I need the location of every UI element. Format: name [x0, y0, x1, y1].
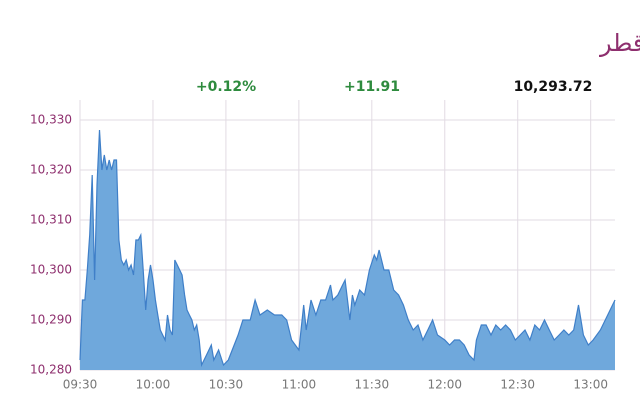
y-tick-label: 10,290	[30, 313, 72, 327]
y-tick-label: 10,330	[30, 113, 72, 127]
y-tick-label: 10,320	[30, 163, 72, 177]
x-tick-label: 12:00	[427, 378, 462, 392]
line	[79, 129, 616, 368]
y-tick-label: 10,300	[30, 263, 72, 277]
x-tick-label: 10:30	[209, 378, 244, 392]
x-tick-label: 11:00	[282, 378, 317, 392]
change-percent: +0.12%	[196, 79, 256, 95]
x-tick-label: 10:00	[136, 378, 171, 392]
index-value: 10,293.72	[514, 79, 593, 95]
chart-title: مؤشر بورصة قطر	[599, 29, 640, 57]
x-tick-label: 12:30	[500, 378, 535, 392]
y-tick-label: 10,310	[30, 213, 72, 227]
area	[80, 130, 615, 370]
change-points: +11.91	[344, 79, 400, 95]
y-tick-label: 10,280	[30, 363, 72, 377]
x-tick-label: 11:30	[355, 378, 390, 392]
x-tick-label: 13:00	[573, 378, 608, 392]
x-tick-label: 09:30	[63, 378, 98, 392]
